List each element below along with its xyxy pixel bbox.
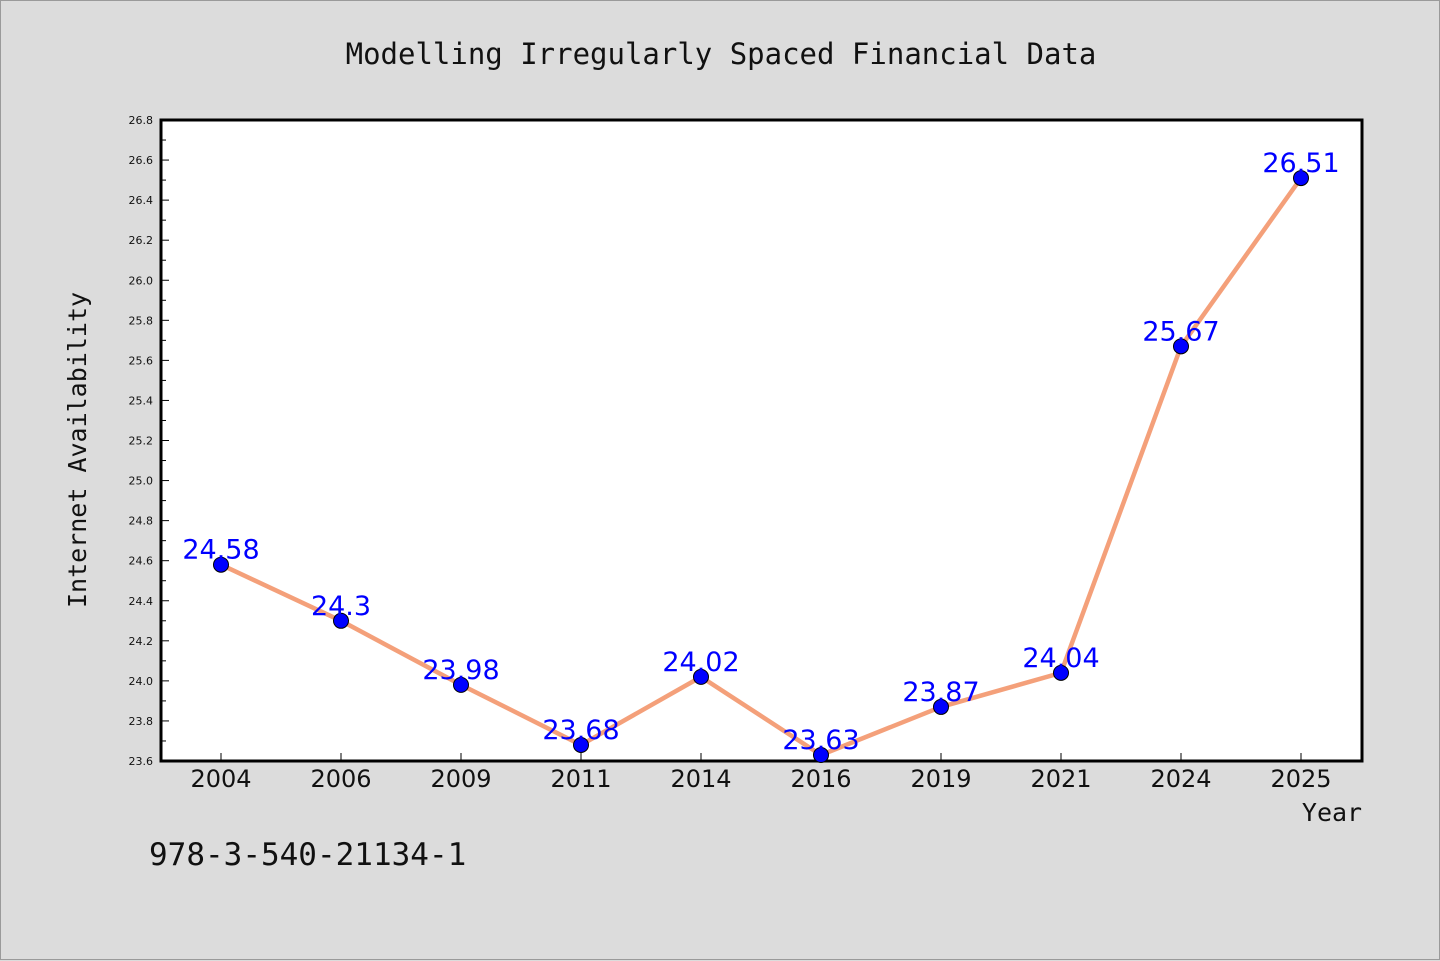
data-label: 24.3 bbox=[311, 591, 371, 622]
y-tick-label: 25.8 bbox=[129, 314, 154, 327]
x-tick-label: 2014 bbox=[670, 765, 731, 793]
data-label: 24.04 bbox=[1022, 643, 1099, 674]
x-tick-label: 2025 bbox=[1270, 765, 1331, 793]
data-point bbox=[693, 668, 709, 685]
x-tick-label: 2009 bbox=[430, 765, 491, 793]
data-label: 23.98 bbox=[422, 655, 499, 686]
y-tick-label: 25.2 bbox=[129, 435, 154, 448]
isbn-text: 978-3-540-21134-1 bbox=[149, 837, 466, 873]
data-point bbox=[573, 736, 589, 753]
data-label: 23.87 bbox=[902, 677, 979, 708]
data-label: 24.02 bbox=[662, 647, 739, 678]
x-tick-label: 2019 bbox=[910, 765, 971, 793]
y-tick-label: 26.0 bbox=[129, 274, 154, 287]
y-tick-label: 24.2 bbox=[129, 635, 154, 648]
y-tick-label: 24.0 bbox=[129, 675, 154, 688]
data-point bbox=[1173, 338, 1189, 355]
data-point bbox=[453, 676, 469, 693]
y-tick-label: 25.6 bbox=[129, 354, 154, 367]
data-label: 23.63 bbox=[782, 725, 859, 756]
chart-title: Modelling Irregularly Spaced Financial D… bbox=[346, 37, 1097, 71]
y-tick-label: 26.2 bbox=[129, 234, 154, 247]
x-tick-label: 2024 bbox=[1150, 765, 1211, 793]
y-tick-label: 23.8 bbox=[129, 715, 154, 728]
data-point bbox=[213, 556, 229, 573]
y-tick-label: 25.4 bbox=[129, 394, 154, 407]
y-tick-label: 26.4 bbox=[129, 194, 154, 207]
y-axis-label: Internet Availability bbox=[63, 292, 92, 608]
x-tick-label: 2021 bbox=[1030, 765, 1091, 793]
y-tick-label: 26.8 bbox=[129, 114, 154, 127]
x-axis: 2004 2006 2009 2011 2014 2016 2019 2021 2024 2025 bbox=[190, 753, 1332, 793]
data-label: 24.58 bbox=[182, 535, 259, 566]
data-label: 25.67 bbox=[1142, 316, 1219, 347]
data-point bbox=[1053, 664, 1069, 681]
y-tick-label: 25.0 bbox=[129, 475, 154, 488]
series-line bbox=[220, 176, 1303, 758]
data-point bbox=[933, 698, 949, 715]
y-tick-label: 24.4 bbox=[129, 595, 154, 608]
y-axis: 23.6 23.8 24.0 24.2 24.4 24.6 24.8 25.0 25.2 25.4… bbox=[129, 114, 169, 768]
x-tick-label: 2016 bbox=[790, 765, 851, 793]
data-label: 23.68 bbox=[542, 715, 619, 746]
data-point bbox=[1293, 170, 1309, 187]
y-tick-label: 26.6 bbox=[129, 154, 154, 167]
plot-area bbox=[159, 118, 1364, 763]
data-point bbox=[333, 612, 349, 629]
series-layer: 24.58 24.3 23.98 23.68 24.02 23.63 23.87 24.04 2… bbox=[182, 148, 1340, 763]
x-axis-label: Year bbox=[1302, 798, 1362, 827]
data-point bbox=[813, 746, 829, 763]
x-tick-label: 2004 bbox=[190, 765, 251, 793]
data-label: 26.51 bbox=[1262, 148, 1339, 179]
y-tick-label: 24.8 bbox=[129, 515, 154, 528]
y-tick-label: 24.6 bbox=[129, 555, 154, 568]
x-tick-label: 2011 bbox=[550, 765, 611, 793]
x-tick-label: 2006 bbox=[310, 765, 371, 793]
y-tick-label: 23.6 bbox=[129, 755, 154, 768]
